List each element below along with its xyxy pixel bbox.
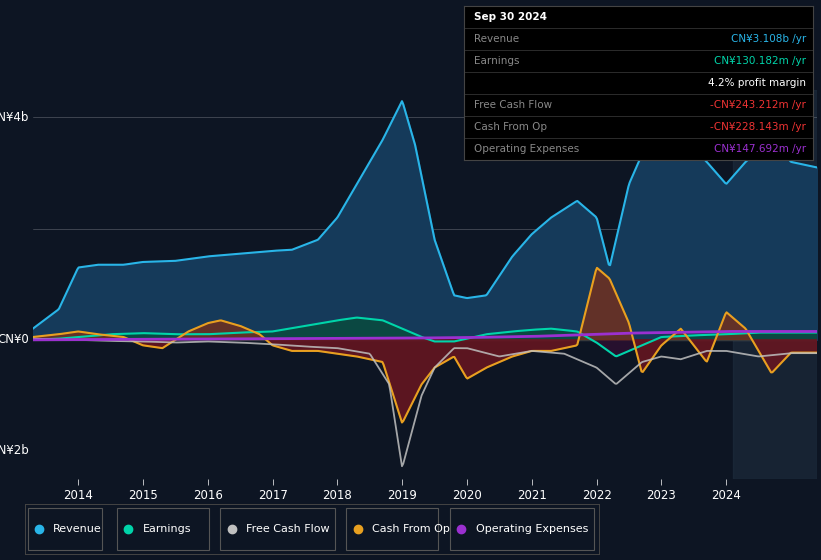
Text: Revenue: Revenue bbox=[53, 524, 102, 534]
Text: CN¥147.692m /yr: CN¥147.692m /yr bbox=[713, 143, 805, 153]
Text: Free Cash Flow: Free Cash Flow bbox=[246, 524, 329, 534]
Text: Free Cash Flow: Free Cash Flow bbox=[475, 100, 553, 110]
Text: Cash From Op: Cash From Op bbox=[475, 122, 548, 132]
Text: Revenue: Revenue bbox=[475, 34, 520, 44]
Text: 4.2% profit margin: 4.2% profit margin bbox=[708, 78, 805, 87]
Text: Cash From Op: Cash From Op bbox=[373, 524, 450, 534]
Text: Operating Expenses: Operating Expenses bbox=[475, 143, 580, 153]
Bar bbox=[732, 90, 817, 479]
Text: CN¥130.182m /yr: CN¥130.182m /yr bbox=[713, 55, 805, 66]
Text: -CN¥2b: -CN¥2b bbox=[0, 445, 29, 458]
Text: Earnings: Earnings bbox=[475, 55, 520, 66]
Text: CN¥0: CN¥0 bbox=[0, 333, 29, 346]
Text: Sep 30 2024: Sep 30 2024 bbox=[475, 12, 548, 22]
Text: -CN¥243.212m /yr: -CN¥243.212m /yr bbox=[710, 100, 805, 110]
Text: CN¥4b: CN¥4b bbox=[0, 111, 29, 124]
Text: -CN¥228.143m /yr: -CN¥228.143m /yr bbox=[710, 122, 805, 132]
Text: CN¥3.108b /yr: CN¥3.108b /yr bbox=[731, 34, 805, 44]
Text: Operating Expenses: Operating Expenses bbox=[476, 524, 588, 534]
Text: Earnings: Earnings bbox=[143, 524, 191, 534]
